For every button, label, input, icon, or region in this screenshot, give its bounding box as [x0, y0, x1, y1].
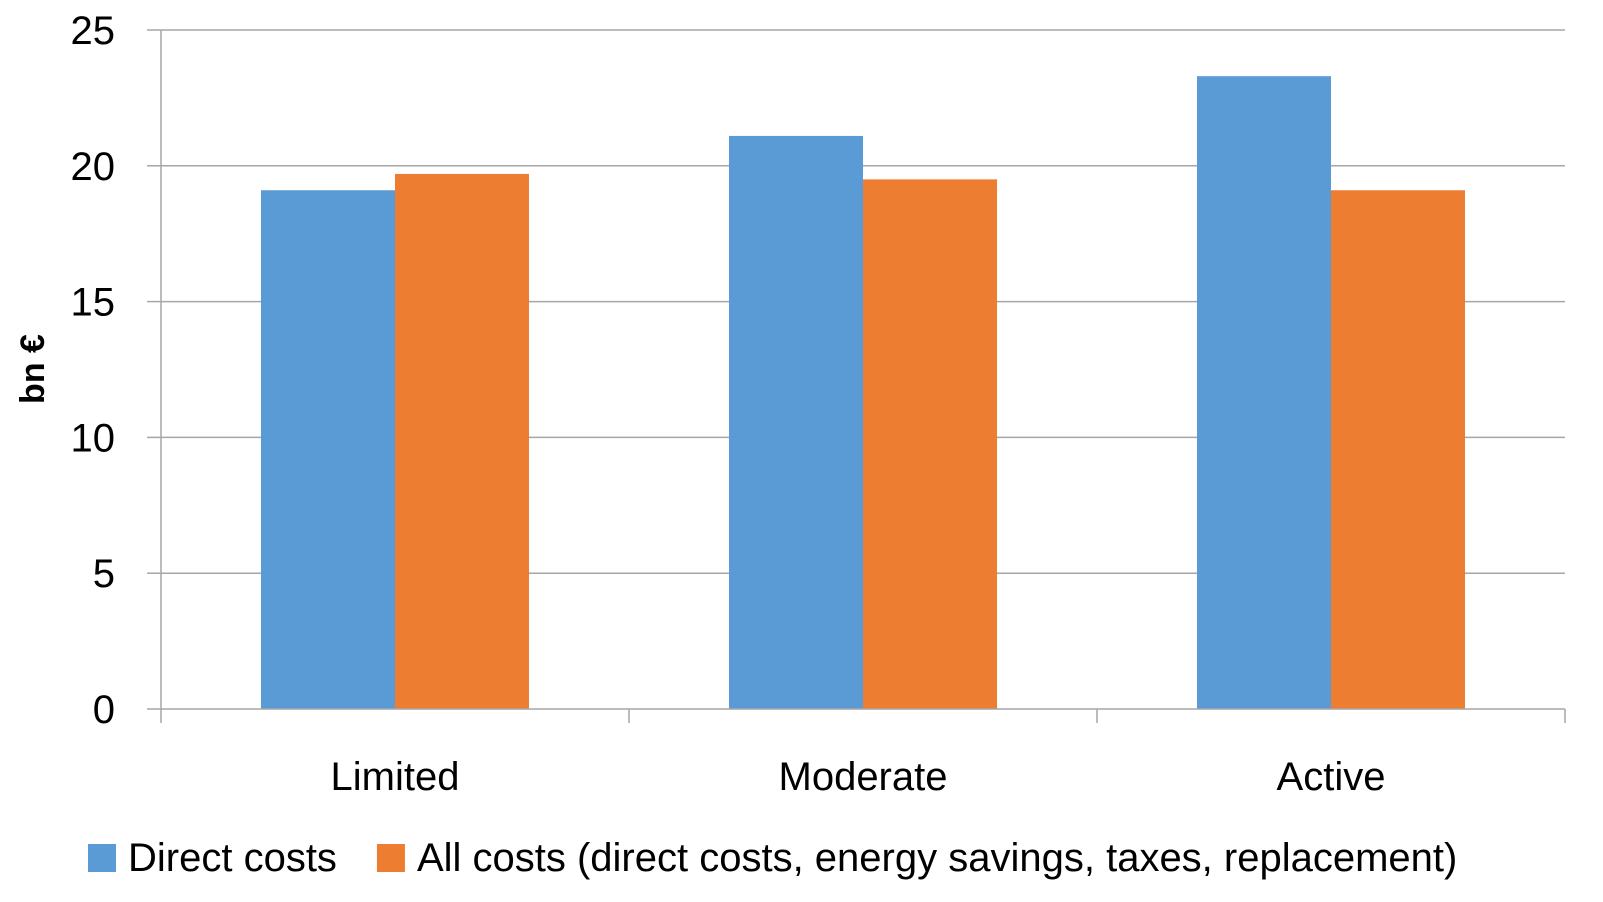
- bar-limited-series-1: [261, 190, 395, 709]
- legend-label-1: Direct costs: [128, 836, 337, 880]
- axes: [147, 29, 1566, 723]
- bar-moderate-series-2: [863, 179, 997, 709]
- y-tick-label: 20: [71, 145, 116, 189]
- bar-active-series-2: [1331, 190, 1465, 709]
- legend: Direct costs All costs (direct costs, ene…: [88, 836, 1457, 880]
- y-tick-label: 25: [71, 9, 116, 53]
- bar-active-series-1: [1197, 76, 1331, 709]
- bar-moderate-series-1: [729, 135, 863, 709]
- x-tick-label: Moderate: [779, 755, 948, 799]
- x-tick-label: Limited: [331, 755, 460, 799]
- y-tick-labels: 0 5 10 15 20 25: [71, 9, 116, 732]
- y-axis-title: bn €: [14, 334, 52, 404]
- y-tick-label: 10: [71, 416, 116, 460]
- bars: [261, 76, 1465, 709]
- legend-label-2: All costs (direct costs, energy savings,…: [417, 836, 1457, 880]
- y-tick-label: 15: [71, 281, 116, 325]
- y-tick-label: 0: [93, 688, 115, 732]
- legend-swatch-1: [88, 844, 116, 872]
- x-tick-labels: Limited Moderate Active: [331, 755, 1386, 799]
- x-tick-label: Active: [1277, 755, 1386, 799]
- y-tick-label: 5: [93, 552, 115, 596]
- bar-limited-series-2: [395, 173, 529, 709]
- legend-swatch-2: [376, 844, 405, 872]
